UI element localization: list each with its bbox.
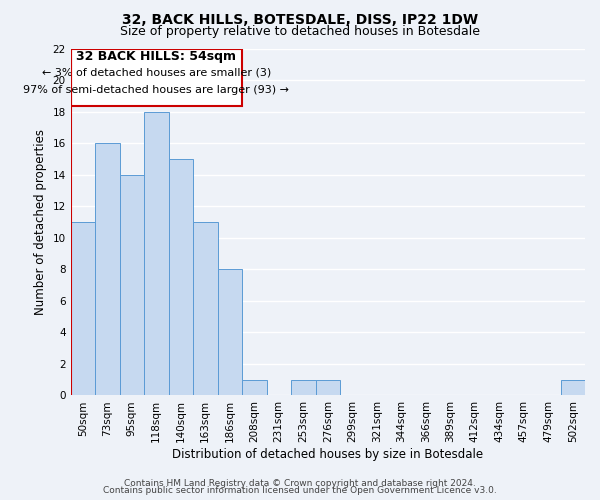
- Bar: [291, 380, 316, 396]
- Bar: [316, 380, 340, 396]
- Bar: [119, 175, 144, 396]
- Bar: [242, 380, 266, 396]
- Text: Contains HM Land Registry data © Crown copyright and database right 2024.: Contains HM Land Registry data © Crown c…: [124, 478, 476, 488]
- Bar: [169, 159, 193, 396]
- Bar: [560, 380, 585, 396]
- Bar: [95, 144, 119, 396]
- Text: ← 3% of detached houses are smaller (3): ← 3% of detached houses are smaller (3): [41, 68, 271, 78]
- Text: 97% of semi-detached houses are larger (93) →: 97% of semi-detached houses are larger (…: [23, 85, 289, 95]
- Bar: [218, 270, 242, 396]
- Bar: [71, 49, 242, 106]
- Bar: [193, 222, 218, 396]
- Text: Contains public sector information licensed under the Open Government Licence v3: Contains public sector information licen…: [103, 486, 497, 495]
- Text: 32, BACK HILLS, BOTESDALE, DISS, IP22 1DW: 32, BACK HILLS, BOTESDALE, DISS, IP22 1D…: [122, 12, 478, 26]
- Text: 32 BACK HILLS: 54sqm: 32 BACK HILLS: 54sqm: [76, 50, 236, 64]
- X-axis label: Distribution of detached houses by size in Botesdale: Distribution of detached houses by size …: [172, 448, 484, 461]
- Y-axis label: Number of detached properties: Number of detached properties: [34, 129, 47, 315]
- Bar: [144, 112, 169, 396]
- Text: Size of property relative to detached houses in Botesdale: Size of property relative to detached ho…: [120, 25, 480, 38]
- Bar: [71, 222, 95, 396]
